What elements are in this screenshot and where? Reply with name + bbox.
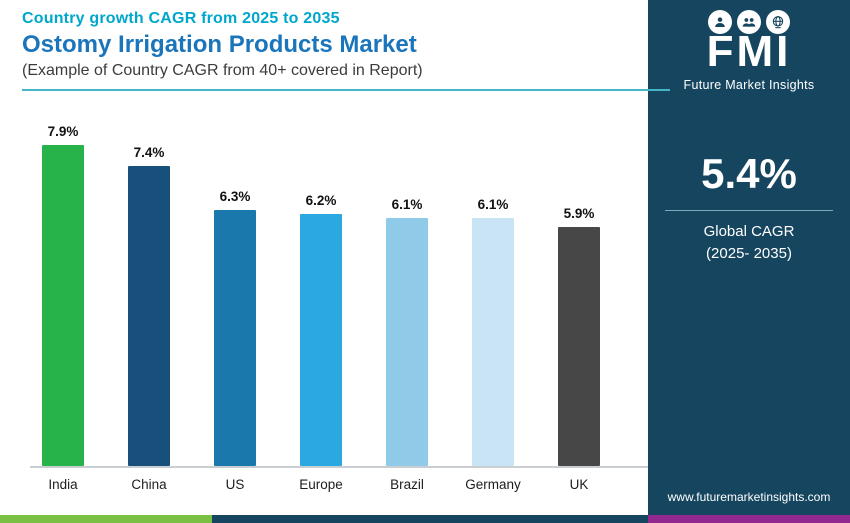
analyst-icon bbox=[707, 10, 732, 34]
bar-value-label-brazil: 6.1% bbox=[391, 197, 423, 212]
chart-eyebrow: Country growth CAGR from 2025 to 2035 bbox=[22, 10, 340, 27]
stat-label-line2: (2025- 2035) bbox=[706, 244, 792, 262]
logo-brand-text: Future Market Insights bbox=[683, 78, 815, 92]
chart-header: Country growth CAGR from 2025 to 2035 Os… bbox=[0, 0, 670, 91]
stat-divider bbox=[665, 210, 833, 211]
bar-europe bbox=[300, 214, 342, 466]
bar-column-india: 7.9% bbox=[42, 124, 84, 466]
bar-value-label-china: 7.4% bbox=[133, 145, 165, 160]
strip-segment-purple bbox=[648, 515, 850, 523]
website-link[interactable]: www.futuremarketinsights.com bbox=[667, 490, 831, 504]
bar-chart: 7.9% 7.4% 6.3% 6.2% 6.1% 6.1% 5.9% India China U… bbox=[30, 123, 648, 492]
stat-value: 5.4% bbox=[701, 150, 797, 197]
header-divider bbox=[22, 89, 670, 91]
bar-value-label-us: 6.3% bbox=[219, 189, 251, 204]
bar-china bbox=[128, 166, 170, 466]
bar-value-label-india: 7.9% bbox=[47, 124, 79, 139]
bar-brazil bbox=[386, 218, 428, 466]
people-icon bbox=[736, 10, 761, 34]
bottom-strip bbox=[0, 515, 850, 523]
bar-uk bbox=[558, 227, 600, 466]
stat-label-line1: Global CAGR bbox=[703, 223, 795, 240]
bar-series: 7.9% 7.4% 6.3% 6.2% 6.1% 6.1% 5.9% bbox=[30, 123, 648, 468]
bar-column-china: 7.4% bbox=[128, 145, 170, 466]
bar-column-us: 6.3% bbox=[214, 189, 256, 466]
bar-value-label-germany: 6.1% bbox=[477, 197, 509, 212]
chart-panel: Country growth CAGR from 2025 to 2035 Os… bbox=[0, 0, 670, 492]
bar-value-label-uk: 5.9% bbox=[563, 206, 595, 221]
category-label-india: India bbox=[48, 477, 78, 492]
logo-letters: FMI bbox=[706, 27, 792, 76]
bar-us bbox=[214, 210, 256, 466]
bar-value-label-europe: 6.2% bbox=[305, 193, 337, 208]
bar-column-uk: 5.9% bbox=[558, 206, 600, 466]
page-title: Ostomy Irrigation Products Market bbox=[22, 31, 417, 58]
globe-icon bbox=[765, 10, 790, 34]
category-label-us: US bbox=[225, 477, 245, 492]
category-label-china: China bbox=[131, 477, 167, 492]
category-label-brazil: Brazil bbox=[390, 477, 424, 492]
category-axis: India China US Europe Brazil Germany UK bbox=[30, 477, 648, 492]
bar-column-europe: 6.2% bbox=[300, 193, 342, 466]
bar-india bbox=[42, 145, 84, 466]
strip-segment-green bbox=[0, 515, 212, 523]
category-label-germany: Germany bbox=[465, 477, 521, 492]
chart-subtitle: (Example of Country CAGR from 40+ covere… bbox=[22, 62, 423, 79]
bar-column-germany: 6.1% bbox=[472, 197, 514, 466]
strip-segment-navy bbox=[212, 515, 648, 523]
global-cagr-stat: 5.4% Global CAGR (2025- 2035) bbox=[665, 150, 833, 265]
bar-germany bbox=[472, 218, 514, 466]
bar-column-brazil: 6.1% bbox=[386, 197, 428, 466]
logo-icons bbox=[707, 10, 790, 34]
side-panel: FMI Future Market Insights 5.4% Global C… bbox=[648, 0, 850, 515]
fmi-logo: FMI Future Market Insights bbox=[684, 10, 815, 92]
category-label-uk: UK bbox=[569, 477, 589, 492]
category-label-europe: Europe bbox=[299, 477, 343, 492]
